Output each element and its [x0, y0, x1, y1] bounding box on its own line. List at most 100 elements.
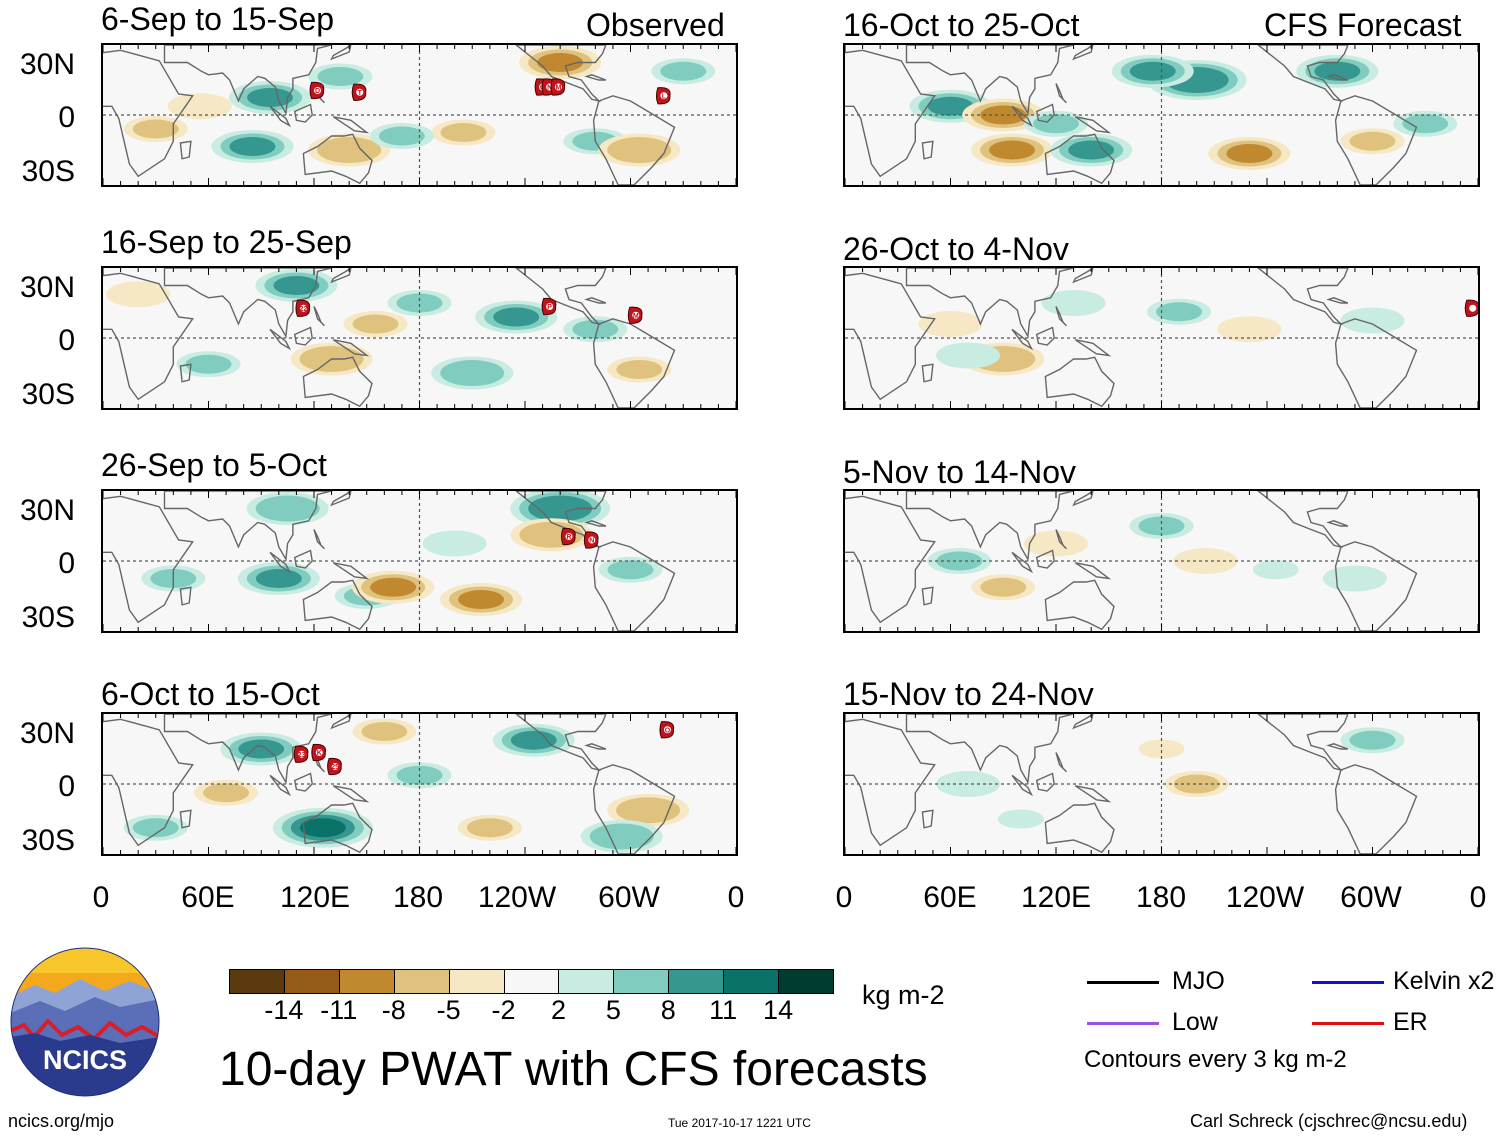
storm-label: M	[633, 313, 639, 320]
storm-marker: 23	[293, 745, 309, 763]
pwat-anomaly	[255, 569, 302, 588]
pwat-anomaly	[537, 499, 584, 518]
storm-label: 23	[298, 752, 306, 759]
pwat-anomaly	[616, 140, 663, 160]
panel-title-5: 16-Oct to 25-Oct	[843, 7, 1080, 43]
land-outline	[1334, 318, 1418, 408]
storm-marker: K	[311, 743, 327, 762]
land-outline	[592, 318, 676, 408]
land-outline	[1055, 306, 1067, 327]
land-outline	[1035, 549, 1055, 569]
storm-label: M	[555, 85, 561, 92]
land-outline	[584, 297, 607, 304]
legend-line-mjo	[1087, 981, 1159, 984]
storm-marker: M	[550, 78, 566, 96]
land-outline	[1055, 83, 1067, 104]
land-outline	[103, 49, 194, 178]
colorbar-swatch	[503, 969, 560, 994]
pwat-anomaly	[458, 590, 505, 609]
storm-label: N	[589, 538, 594, 545]
panel-title-2: 16-Sep to 25-Sep	[101, 224, 352, 260]
land-outline	[1072, 491, 1094, 507]
land-outline	[1074, 116, 1112, 134]
storm-label: N	[547, 85, 552, 92]
land-outline	[269, 328, 292, 351]
footer-url: ncics.org/mjo	[8, 1111, 115, 1131]
storm-label: P	[547, 304, 552, 311]
legend-label-mjo: MJO	[1172, 967, 1225, 995]
land-outline	[330, 268, 352, 284]
land-outline	[269, 774, 292, 797]
storm-label: K	[317, 750, 322, 757]
land-outline	[293, 103, 313, 123]
pwat-anomaly	[1033, 114, 1079, 134]
land-outline	[179, 140, 192, 160]
storm-marker: P	[541, 297, 557, 316]
lat-label: 0	[58, 101, 75, 134]
land-outline	[584, 74, 607, 81]
map-svg	[845, 45, 1478, 185]
land-outline	[1074, 339, 1112, 357]
pwat-anomaly	[185, 354, 232, 374]
land-outline	[1257, 714, 1349, 772]
pwat-anomaly	[989, 140, 1036, 160]
pwat-anomaly	[607, 560, 654, 580]
storm-marker: 22	[295, 299, 311, 317]
pwat-anomaly	[493, 307, 540, 327]
pwat-anomaly	[616, 360, 663, 379]
land-outline	[845, 495, 936, 624]
land-outline	[905, 45, 1074, 116]
pwat-anomaly	[1068, 140, 1115, 160]
land-outline	[330, 714, 352, 730]
land-outline	[1011, 551, 1034, 574]
storm-marker: M	[627, 306, 643, 324]
land-outline	[1044, 133, 1115, 185]
lon-label: 60W	[598, 881, 660, 914]
land-outline	[1011, 105, 1034, 128]
land-outline	[1035, 103, 1055, 123]
land-outline	[921, 586, 934, 606]
pwat-anomaly	[1226, 319, 1273, 339]
colorbar-swatch	[393, 969, 450, 994]
colorbar-tick-label: 11	[709, 995, 738, 1025]
storm-label: T	[358, 90, 363, 97]
land-outline	[332, 339, 370, 357]
lat-label: 30N	[19, 717, 75, 750]
map-panel-6	[843, 266, 1480, 410]
lon-label: 0	[835, 881, 853, 914]
pwat-anomaly	[927, 96, 974, 116]
panel-title-1: 6-Sep to 15-Sep	[101, 1, 335, 37]
pwat-anomaly	[660, 61, 707, 81]
lat-label: 30S	[21, 155, 75, 188]
land-outline	[1326, 297, 1349, 304]
land-outline	[330, 45, 352, 61]
storm-marker: N	[583, 531, 599, 549]
colorbar-tick-label: 2	[550, 995, 566, 1025]
land-outline	[1044, 579, 1115, 631]
pwat-anomaly	[273, 276, 320, 295]
land-outline	[905, 714, 1074, 785]
land-outline	[1074, 785, 1112, 803]
storm-marker: D	[309, 81, 325, 100]
land-outline	[293, 326, 313, 346]
map-panel-1: DTONML	[101, 43, 738, 187]
land-outline	[1044, 356, 1115, 408]
storm-label: D	[315, 88, 320, 95]
storm-marker: L	[655, 87, 671, 105]
land-outline	[313, 306, 325, 327]
panel-title-3: 26-Sep to 5-Oct	[101, 447, 327, 483]
colorbar-tick-label: -2	[491, 995, 516, 1025]
storm-label: 22	[300, 306, 308, 313]
storm-marker	[1464, 299, 1478, 317]
land-outline	[1257, 491, 1349, 549]
land-outline	[592, 95, 676, 185]
pwat-anomaly	[203, 783, 250, 803]
colorbar-swatch	[229, 969, 285, 994]
pwat-anomaly	[317, 67, 364, 86]
land-outline	[1334, 95, 1418, 185]
pwat-anomaly	[361, 722, 408, 741]
panel-title-8: 15-Nov to 24-Nov	[843, 676, 1094, 712]
land-outline	[1257, 45, 1349, 103]
pwat-anomaly	[1349, 131, 1396, 151]
